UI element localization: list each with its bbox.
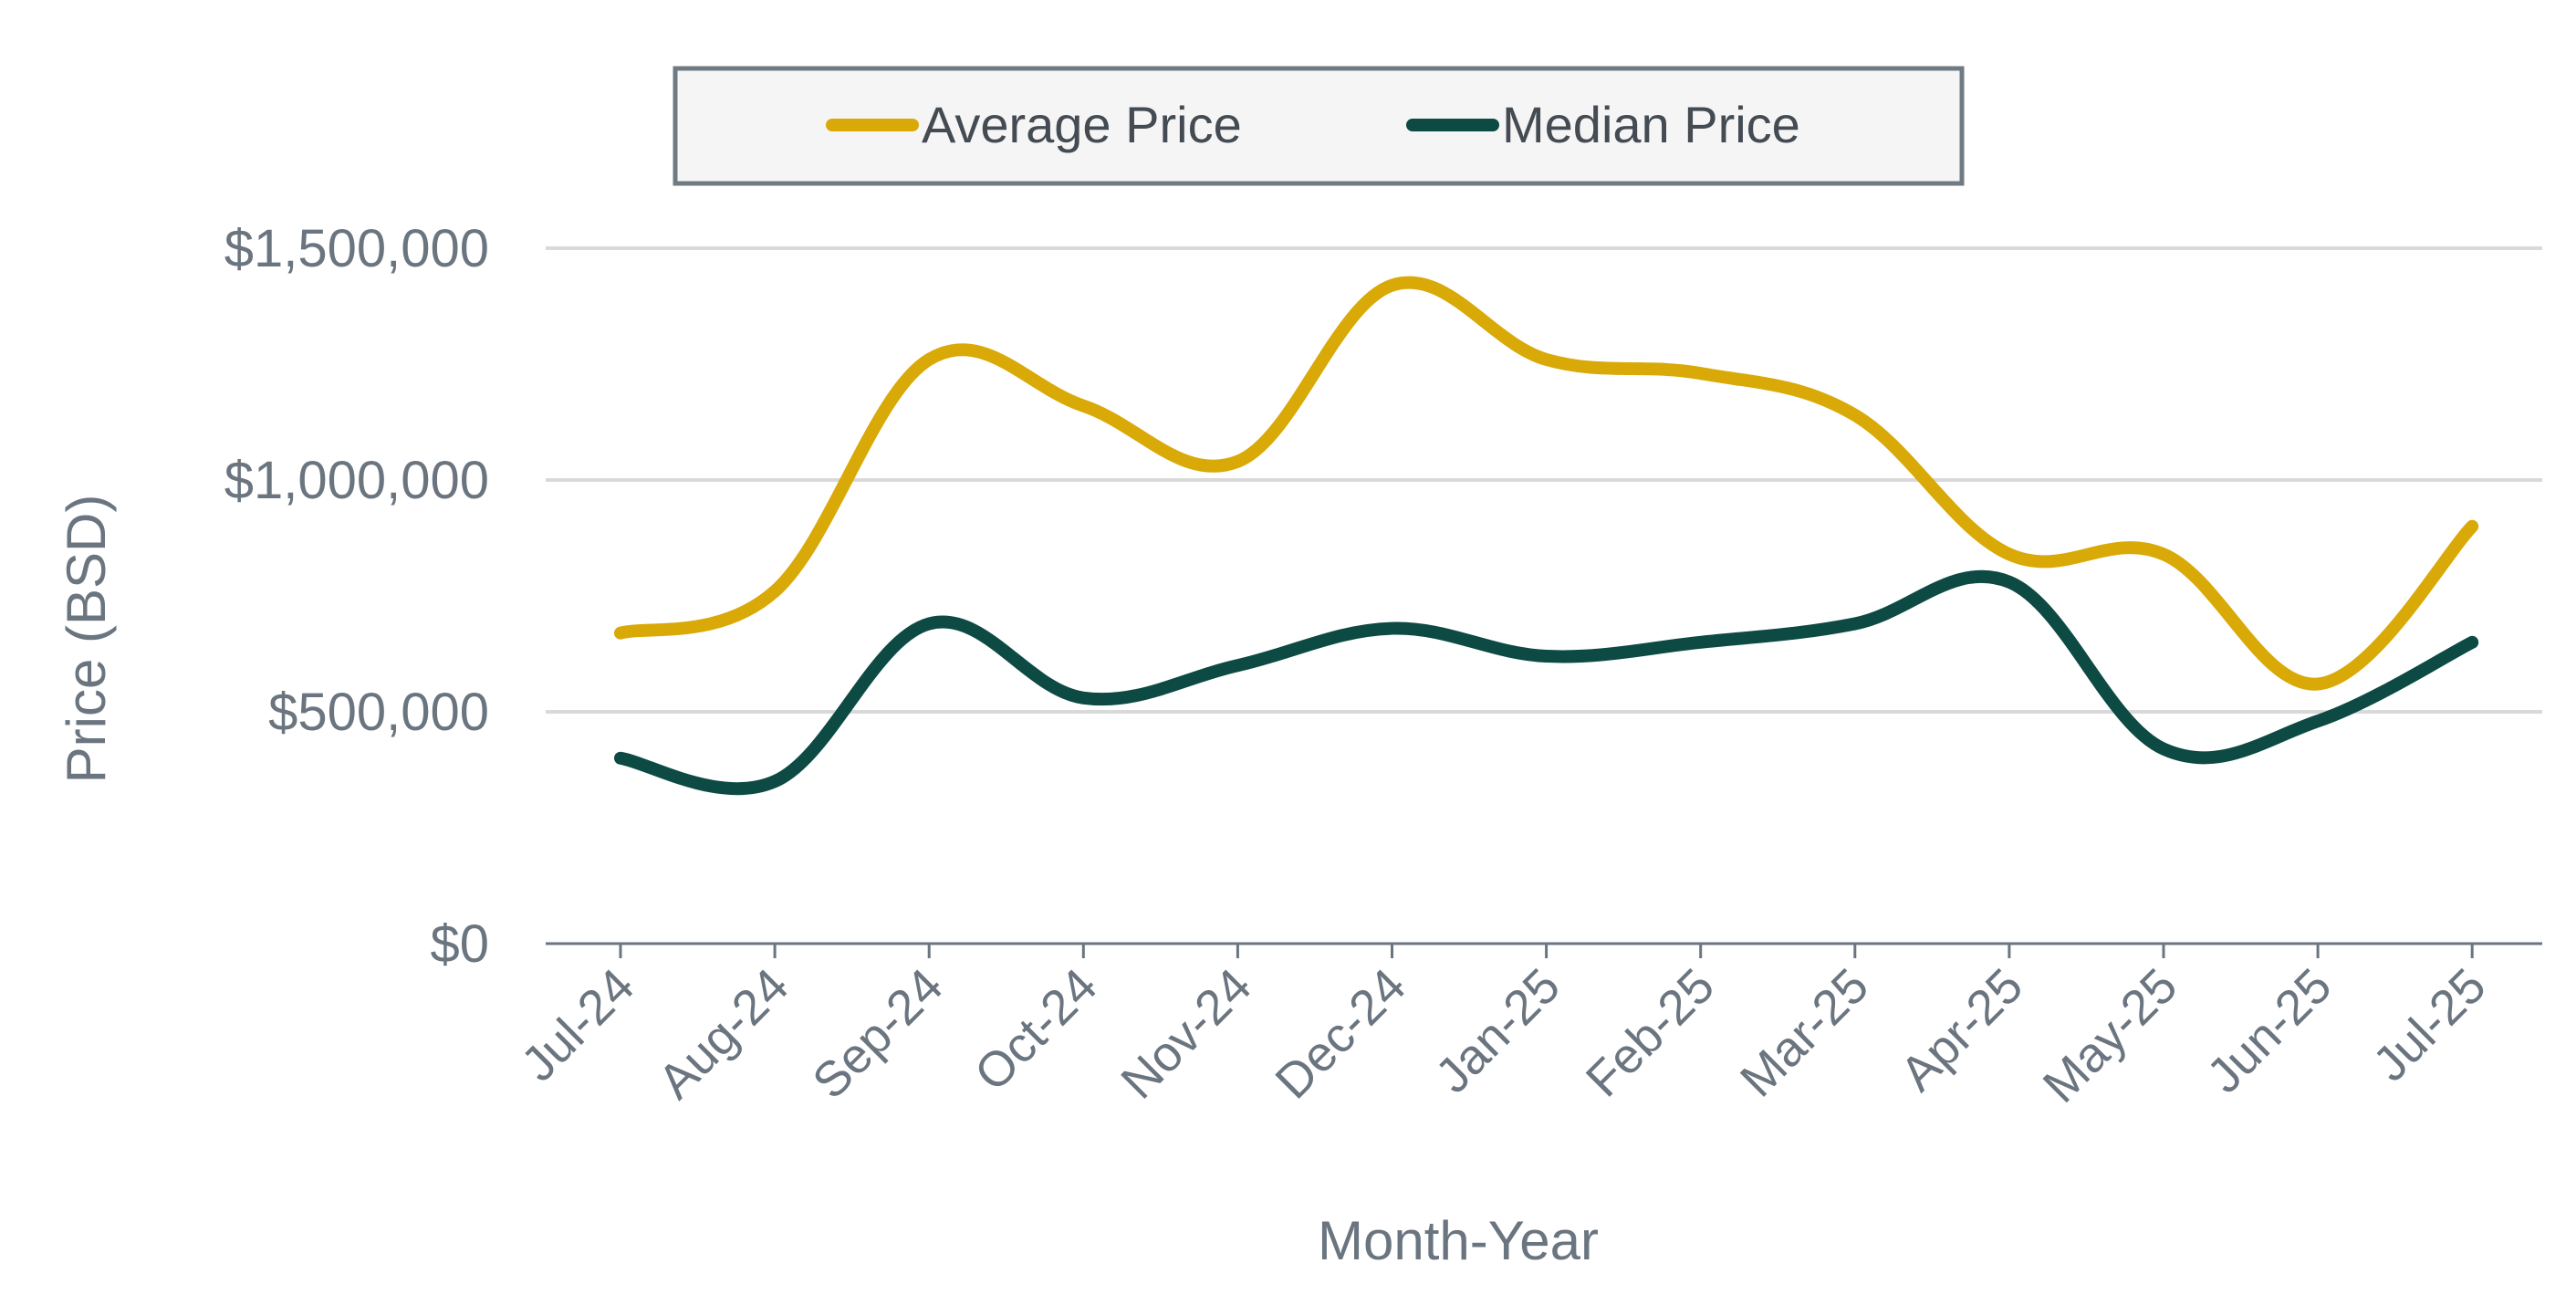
x-axis-ticks: Jul-24 Aug-24 Sep-24 Oct-24 Nov-24 Dec-24 Jan-… [511,944,2497,1113]
legend-label-average-price: Average Price [922,96,1242,153]
y-tick-label: $0 [430,914,489,974]
x-tick-label: Jun-25 [2196,958,2341,1103]
series-line-average-price [614,276,2479,691]
x-tick-label: Apr-25 [1890,958,2033,1101]
y-tick-label: $1,000,000 [224,451,489,510]
series-lines [614,276,2479,796]
x-tick-label: Oct-24 [965,958,1108,1101]
gridlines [546,246,2542,714]
x-tick-label: Feb-25 [1576,958,1725,1107]
x-tick-label: Jul-25 [2362,958,2496,1091]
y-tick-label: $500,000 [268,683,489,742]
y-tick-label: $1,500,000 [224,219,489,278]
x-tick-label: May-25 [2033,958,2188,1113]
x-tick-label: Mar-25 [1730,958,1879,1107]
x-tick-label: Aug-24 [648,958,799,1110]
x-tick-label: Dec-24 [1265,958,1416,1110]
legend-label-median-price: Median Price [1502,96,1800,153]
series-line-median-price [614,569,2479,796]
x-tick-label: Jul-24 [511,958,644,1091]
x-tick-label: Jan-25 [1425,958,1570,1103]
legend: Average Price Median Price [673,66,1965,186]
x-axis-title: Month-Year [1318,1210,1599,1271]
y-axis-ticks: $0 $500,000 $1,000,000 $1,500,000 [224,219,489,974]
y-axis-title: Price (BSD) [56,495,117,784]
x-tick-label: Nov-24 [1111,958,1262,1110]
x-tick-label: Sep-24 [802,958,954,1110]
